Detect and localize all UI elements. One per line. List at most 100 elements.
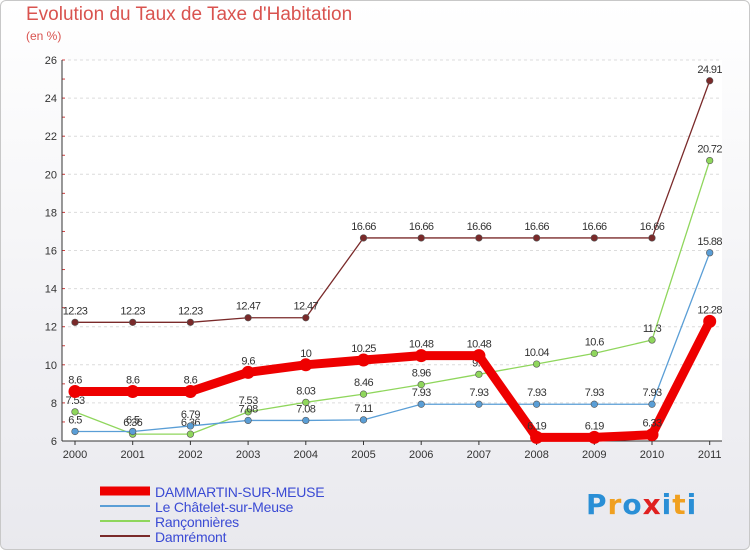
legend-label-chatelet: Le Châtelet-sur-Meuse — [155, 498, 294, 515]
logo-letter: r — [607, 488, 623, 521]
y-tick-label: 10 — [45, 360, 57, 372]
data-label: 8.6 — [184, 374, 198, 386]
data-label: 6.5 — [68, 414, 82, 426]
data-point — [71, 318, 79, 326]
data-point — [475, 400, 483, 408]
data-point — [71, 408, 79, 416]
y-tick-label: 24 — [45, 93, 57, 105]
legend: DAMMARTIN-SUR-MEUSE Le Châtelet-sur-Meus… — [100, 483, 325, 545]
data-label: 7.08 — [239, 403, 258, 415]
data-point — [68, 384, 82, 398]
data-point — [590, 349, 598, 357]
logo-letter: i — [661, 488, 673, 521]
data-label: 7.93 — [642, 387, 661, 399]
y-tick-label: 8 — [51, 398, 57, 410]
series-line — [74, 159, 711, 435]
data-point — [706, 249, 714, 257]
data-label: 10.25 — [351, 343, 376, 355]
logo-letter: P — [586, 488, 608, 521]
data-point — [532, 400, 541, 408]
data-point — [417, 234, 425, 242]
data-label: 6.5 — [126, 414, 140, 426]
logo-letter: x — [642, 488, 662, 521]
data-label: 8.6 — [68, 374, 82, 386]
data-label: 10.48 — [409, 339, 434, 351]
y-tick-label: 22 — [45, 131, 57, 143]
data-label: 12.47 — [236, 301, 261, 313]
data-label: 15.88 — [697, 236, 722, 248]
y-tick-label: 12 — [45, 322, 57, 334]
data-label: 16.66 — [467, 221, 492, 233]
data-label: 6.33 — [642, 418, 661, 430]
data-label: 12.23 — [63, 305, 88, 317]
x-tick-label: 2000 — [63, 449, 87, 461]
data-point — [359, 416, 368, 424]
data-point — [645, 428, 659, 442]
data-point — [417, 400, 425, 408]
data-label: 7.08 — [296, 403, 315, 415]
data-label: 7.53 — [65, 395, 84, 407]
data-label: 11.3 — [643, 323, 662, 335]
data-point — [357, 353, 370, 367]
data-label: 12.23 — [120, 305, 145, 317]
data-point — [244, 408, 252, 416]
x-tick-label: 2005 — [351, 449, 375, 461]
data-label: 12.28 — [697, 304, 722, 316]
data-point — [299, 358, 313, 372]
data-label: 12.23 — [178, 305, 203, 317]
data-point — [241, 365, 255, 379]
legend-item-ranconnieres: Rançonnières — [100, 513, 324, 530]
x-tick-label: 2004 — [294, 449, 318, 461]
data-point — [417, 381, 425, 389]
data-point — [302, 314, 310, 322]
data-label: 7.93 — [527, 387, 546, 399]
legend-item-damremont: Damrémont — [100, 528, 324, 545]
data-label: 8.6 — [126, 374, 140, 386]
y-tick-label: 18 — [45, 207, 57, 219]
data-label: 16.66 — [640, 221, 665, 233]
data-label: 6.36 — [123, 417, 142, 429]
data-label: 10 — [300, 348, 312, 360]
data-point — [244, 416, 252, 425]
data-point — [302, 416, 310, 425]
y-tick-label: 20 — [45, 169, 57, 181]
data-label: 8.46 — [354, 377, 373, 389]
x-tick-label: 2011 — [698, 449, 722, 461]
legend-label-ranconnieres: Rançonnières — [155, 513, 239, 530]
series-line — [74, 252, 711, 433]
y-tick-label: 6 — [51, 436, 57, 448]
series-line — [70, 316, 715, 442]
data-point — [590, 234, 598, 242]
data-point — [648, 234, 656, 242]
x-tick-label: 2010 — [640, 449, 664, 461]
logo-letter: i — [686, 488, 698, 521]
legend-label-damremont: Damrémont — [155, 528, 227, 545]
legend-label-dammartin: DAMMARTIN-SUR-MEUSE — [155, 483, 325, 500]
data-point — [414, 349, 428, 363]
data-point — [587, 430, 601, 444]
data-point — [126, 384, 140, 398]
x-tick-label: 2008 — [524, 449, 548, 461]
data-point — [648, 400, 656, 408]
series-line — [74, 80, 711, 323]
logo-letter: t — [672, 488, 687, 521]
data-label: 16.66 — [409, 221, 434, 233]
data-point — [532, 234, 541, 242]
data-point — [706, 77, 714, 85]
legend-item-chatelet: Le Châtelet-sur-Meuse — [100, 498, 324, 515]
data-label: 7.93 — [412, 387, 431, 399]
chart-title: Evolution du Taux de Taxe d'Habitation — [26, 4, 353, 25]
data-point — [359, 390, 368, 398]
data-point — [186, 318, 194, 326]
y-tick-label: 16 — [45, 246, 57, 258]
y-tick-label: 14 — [45, 284, 57, 296]
y-tick-label: 26 — [45, 55, 57, 67]
data-point — [183, 384, 197, 398]
data-label: 16.66 — [524, 221, 549, 233]
data-point — [302, 398, 310, 406]
x-tick-label: 2009 — [582, 449, 606, 461]
proxiti-logo: Proxiti — [586, 488, 697, 521]
data-point — [472, 349, 486, 363]
data-point — [186, 430, 194, 438]
